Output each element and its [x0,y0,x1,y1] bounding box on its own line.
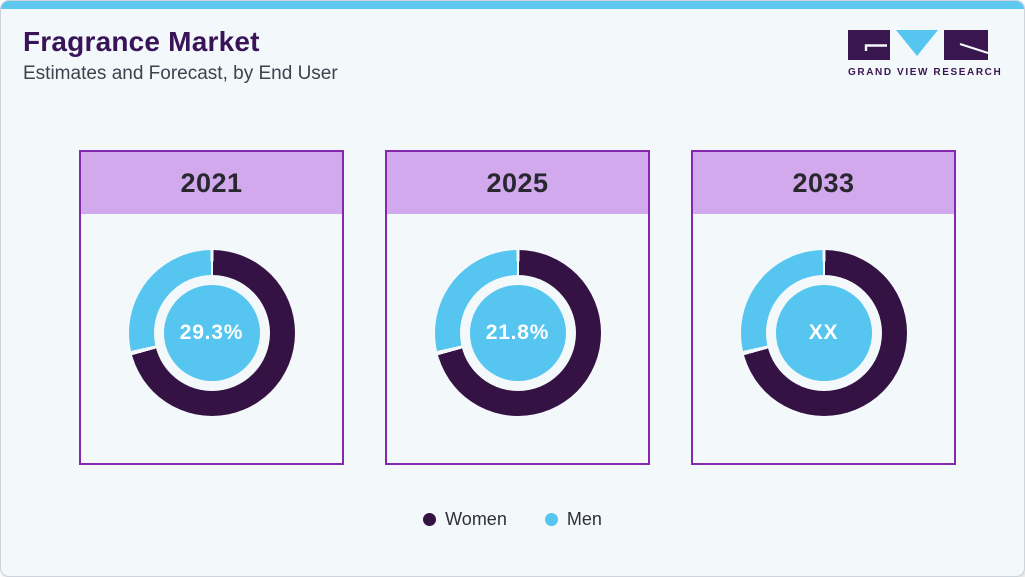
year-label: 2021 [180,167,243,198]
year-label: 2033 [792,167,855,198]
year-header-2033: 2033 [693,152,954,214]
donut-chart-2033: XX [740,250,907,416]
year-label: 2025 [486,167,549,198]
year-cards-row: 2021 29.3% 2025 21.8% [79,150,956,465]
donut-value-label: XX [808,321,839,344]
donut-chart-2025: 21.8% [434,250,601,416]
page-subtitle: Estimates and Forecast, by End User [23,62,338,84]
donut-chart-2021: 29.3% [128,250,295,416]
donut-center-circle: XX [775,285,872,381]
year-card-2033: 2033 XX [691,150,956,465]
header: Fragrance Market Estimates and Forecast,… [23,26,338,85]
gvr-logo-icon [848,30,988,60]
card-body: XX [693,214,954,463]
year-card-2021: 2021 29.3% [79,150,344,465]
donut-value-label: 29.3% [179,321,244,344]
legend-item-men: Men [544,509,602,530]
legend-label: Men [566,509,602,529]
year-header-2021: 2021 [81,152,342,214]
legend-item-women: Women [423,509,507,530]
card-body: 29.3% [81,214,342,463]
legend: Women Men [1,509,1024,530]
men-legend-dot-icon [544,513,558,526]
legend-label: Women [445,509,507,529]
donut-center-circle: 21.8% [469,285,566,381]
donut-value-label: 21.8% [485,321,550,344]
gvr-brand-text: GRAND VIEW RESEARCH [848,67,1003,78]
year-header-2025: 2025 [387,152,648,214]
card-body: 21.8% [387,214,648,463]
gvr-logo: GRAND VIEW RESEARCH [848,29,1003,78]
page-title: Fragrance Market [23,26,260,57]
donut-center-circle: 29.3% [163,285,260,381]
top-accent-bar [1,1,1024,9]
women-legend-dot-icon [423,513,437,526]
year-card-2025: 2025 21.8% [385,150,650,465]
